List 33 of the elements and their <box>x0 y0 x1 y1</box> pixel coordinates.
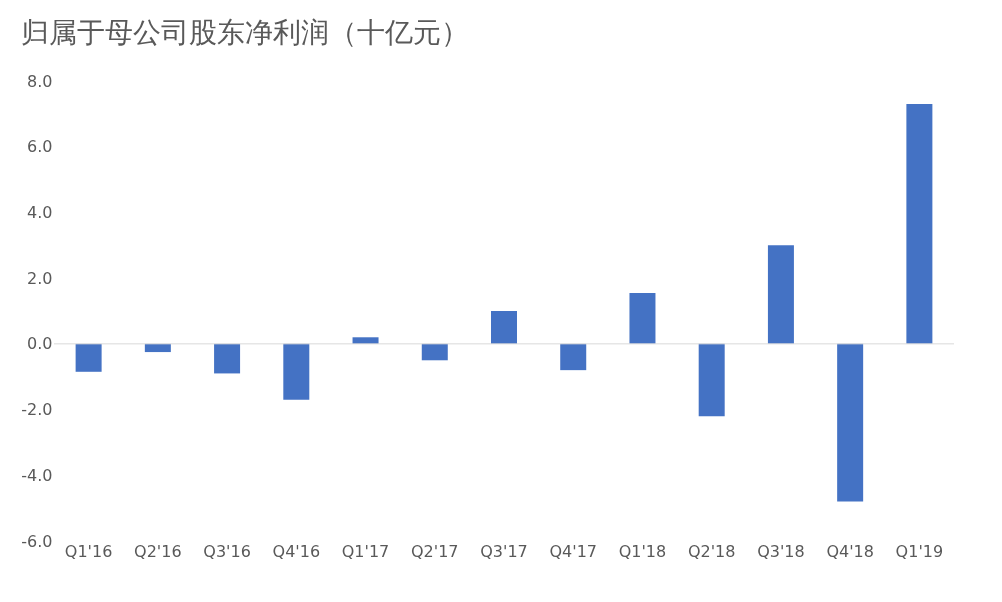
bar <box>906 104 933 344</box>
y-tick-label: -4.0 <box>21 465 53 485</box>
y-tick-label: -6.0 <box>21 531 53 551</box>
x-tick-label: Q1'16 <box>64 541 113 561</box>
bar <box>560 343 587 371</box>
x-tick-label: Q1'18 <box>618 541 667 561</box>
bar <box>837 343 864 502</box>
x-tick-label: Q4'16 <box>272 541 321 561</box>
bar <box>75 343 102 372</box>
bar <box>491 311 517 344</box>
x-tick-label: Q3'17 <box>480 541 528 561</box>
y-tick-label: 6.0 <box>27 137 53 157</box>
y-tick-label: 8.0 <box>27 71 53 91</box>
y-tick-label: 4.0 <box>27 202 53 222</box>
bar <box>698 343 725 417</box>
x-tick-label: Q1'17 <box>341 541 390 561</box>
x-tick-label: Q3'18 <box>757 541 805 561</box>
bar <box>283 343 310 400</box>
y-tick-label: 2.0 <box>27 268 53 288</box>
bar <box>629 292 656 344</box>
y-tick-label: -2.0 <box>21 400 53 420</box>
bar <box>767 245 794 344</box>
x-tick-label: Q2'17 <box>411 541 459 561</box>
x-tick-label: Q3'16 <box>203 541 251 561</box>
x-tick-label: Q4'18 <box>826 541 874 561</box>
x-tick-label: Q4'17 <box>549 541 597 561</box>
x-tick-label: Q1'19 <box>895 541 944 561</box>
bar <box>421 343 448 361</box>
x-tick-label: Q2'16 <box>134 541 182 561</box>
x-tick-label: Q2'18 <box>687 541 736 561</box>
bar <box>214 343 241 374</box>
chart-title: 归属于母公司股东净利润（十亿元） <box>20 16 469 49</box>
y-tick-label: 0.0 <box>27 334 53 354</box>
